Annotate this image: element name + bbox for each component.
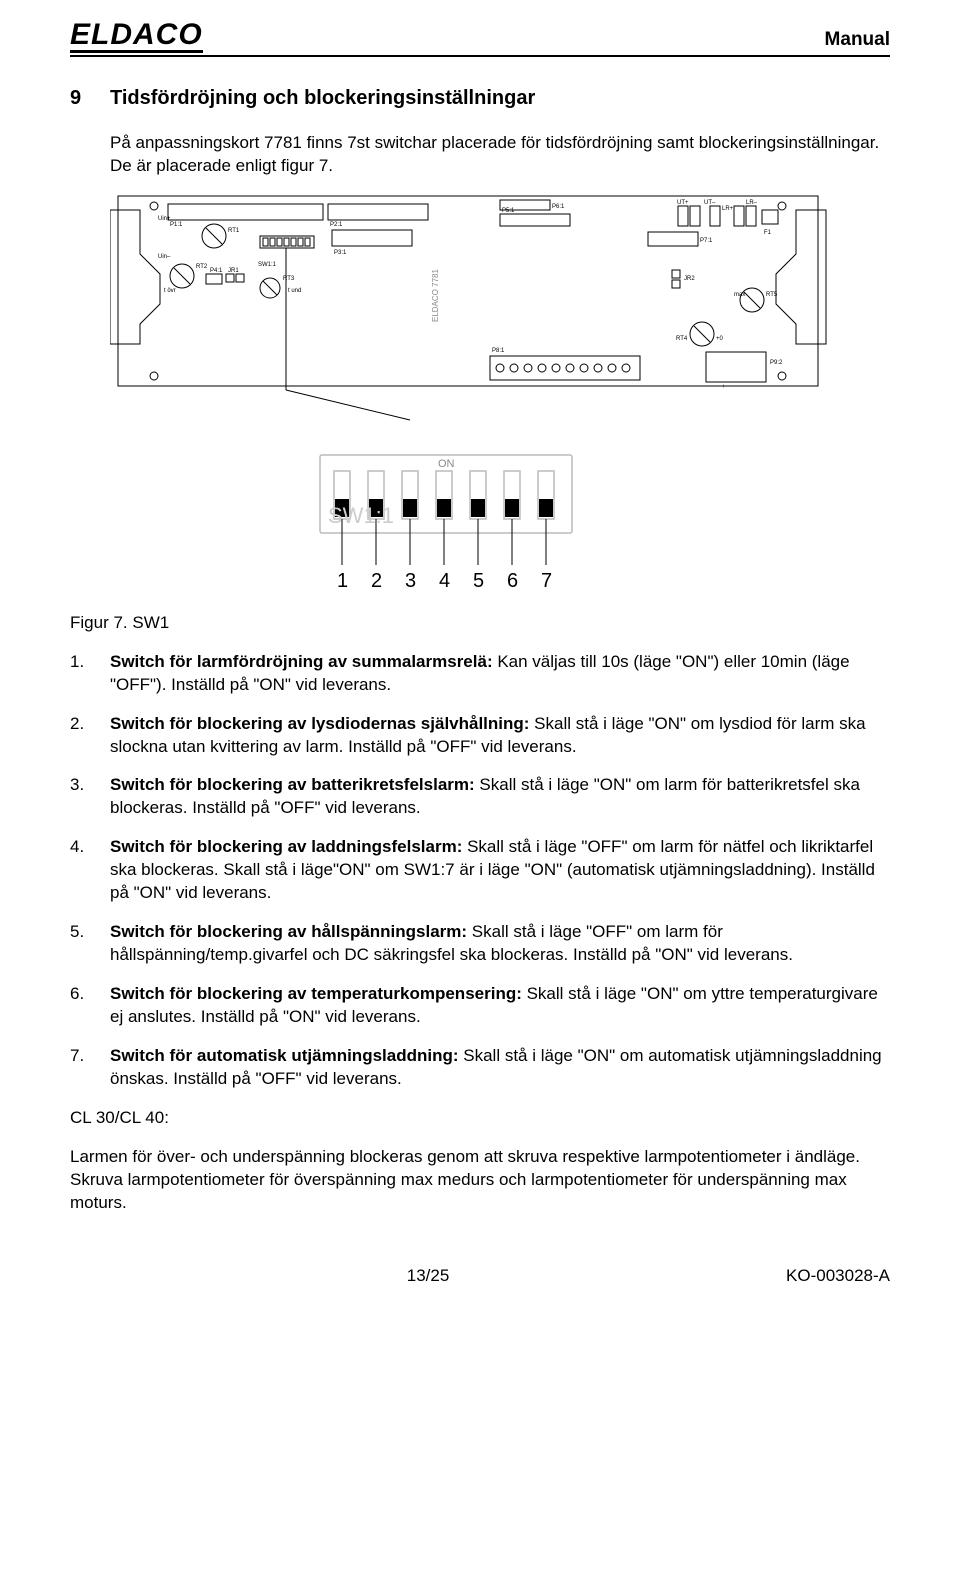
item-body: Switch för blockering av temperaturkompe…: [110, 983, 890, 1029]
item-body: Switch för blockering av laddningsfelsla…: [110, 836, 890, 905]
svg-text:RT4: RT4: [676, 336, 688, 342]
svg-text:LR+: LR+: [722, 206, 734, 212]
page-footer: 13/25 KO-003028-A: [70, 1265, 890, 1288]
svg-text:6: 6: [507, 570, 518, 592]
switch-item: 2.Switch för blockering av lysdiodernas …: [70, 713, 890, 759]
item-body: Switch för larmfördröjning av summalarms…: [110, 651, 890, 697]
svg-text:P8:1: P8:1: [492, 348, 505, 354]
svg-text:t övr: t övr: [164, 288, 176, 294]
item-bold: Switch för blockering av lysdiodernas sj…: [110, 714, 529, 733]
svg-text:RT5: RT5: [766, 292, 778, 298]
item-number: 6.: [70, 983, 110, 1029]
svg-text:7: 7: [541, 570, 552, 592]
svg-text:+0: +0: [716, 336, 724, 342]
dip-switch-diagram: .b { fill:none; stroke:#000; stroke-widt…: [290, 447, 890, 604]
svg-text:SW1:1: SW1:1: [258, 262, 277, 268]
page-number: 13/25: [407, 1265, 450, 1288]
svg-text:+: +: [722, 384, 726, 390]
svg-text:P6:1: P6:1: [552, 204, 565, 210]
svg-text:t und: t und: [288, 288, 301, 294]
svg-text:UT+: UT+: [677, 200, 689, 206]
intro-paragraph: På anpassningskort 7781 finns 7st switch…: [110, 132, 890, 178]
svg-text:1: 1: [337, 570, 348, 592]
svg-text:max: max: [734, 292, 745, 298]
item-bold: Switch för blockering av temperaturkompe…: [110, 984, 522, 1003]
svg-text:Uin–: Uin–: [158, 254, 171, 260]
svg-text:P9:2: P9:2: [770, 360, 783, 366]
item-body: Switch för automatisk utjämningsladdning…: [110, 1045, 890, 1091]
svg-text:F1: F1: [764, 230, 772, 236]
item-bold: Switch för automatisk utjämningsladdning…: [110, 1046, 459, 1065]
svg-text:P5:1: P5:1: [502, 208, 515, 214]
item-bold: Switch för blockering av laddningsfelsla…: [110, 837, 462, 856]
item-number: 7.: [70, 1045, 110, 1091]
doc-type-label: Manual: [825, 27, 890, 53]
switch-item: 5.Switch för blockering av hållspännings…: [70, 921, 890, 967]
switch-item: 1.Switch för larmfördröjning av summalar…: [70, 651, 890, 697]
item-number: 2.: [70, 713, 110, 759]
section-title: Tidsfördröjning och blockeringsinställni…: [110, 85, 535, 112]
svg-text:UT–: UT–: [704, 200, 716, 206]
item-body: Switch för blockering av lysdiodernas sj…: [110, 713, 890, 759]
svg-text:P3:1: P3:1: [334, 250, 347, 256]
item-number: 1.: [70, 651, 110, 697]
svg-text:ON: ON: [438, 458, 455, 470]
svg-text:–: –: [750, 384, 754, 390]
item-body: Switch för blockering av batterikretsfel…: [110, 774, 890, 820]
svg-text:2: 2: [371, 570, 382, 592]
svg-text:LR–: LR–: [746, 200, 758, 206]
svg-text:P4:1: P4:1: [210, 268, 223, 274]
switch-item: 3.Switch för blockering av batterikretsf…: [70, 774, 890, 820]
item-bold: Switch för blockering av hållspänningsla…: [110, 922, 467, 941]
svg-text:P7:1: P7:1: [700, 238, 713, 244]
switch-item: 4.Switch för blockering av laddningsfels…: [70, 836, 890, 905]
item-bold: Switch för larmfördröjning av summalarms…: [110, 652, 493, 671]
item-bold: Switch för blockering av batterikretsfel…: [110, 775, 475, 794]
figure-caption: Figur 7. SW1: [70, 612, 890, 635]
switch-item: 6.Switch för blockering av temperaturkom…: [70, 983, 890, 1029]
svg-text:P1:1: P1:1: [170, 222, 183, 228]
svg-text:P2:1: P2:1: [330, 222, 343, 228]
item-body: Switch för blockering av hållspänningsla…: [110, 921, 890, 967]
cl-body: Larmen för över- och underspänning block…: [70, 1146, 890, 1215]
svg-text:RT3: RT3: [283, 276, 295, 282]
svg-text:RT1: RT1: [228, 228, 240, 234]
switch-description-list: 1.Switch för larmfördröjning av summalar…: [70, 651, 890, 1091]
svg-text:5: 5: [473, 570, 484, 592]
item-number: 4.: [70, 836, 110, 905]
section-number: 9: [70, 85, 110, 112]
cl-heading: CL 30/CL 40:: [70, 1107, 890, 1130]
svg-text:JR2: JR2: [684, 276, 695, 282]
section-heading: 9 Tidsfördröjning och blockeringsinställ…: [70, 85, 890, 112]
doc-number: KO-003028-A: [786, 1265, 890, 1288]
item-number: 5.: [70, 921, 110, 967]
svg-text:RT2: RT2: [196, 264, 208, 270]
item-number: 3.: [70, 774, 110, 820]
logo: ELDACO: [70, 20, 203, 53]
page-header: ELDACO Manual: [70, 20, 890, 57]
svg-text:JR1: JR1: [228, 268, 239, 274]
svg-text:SW1:1: SW1:1: [328, 503, 394, 528]
svg-text:3: 3: [405, 570, 416, 592]
circuit-board-diagram: .b { fill:none; stroke:#000; stroke-widt…: [110, 192, 890, 429]
svg-text:4: 4: [439, 570, 450, 592]
svg-text:ELDACO 7781: ELDACO 7781: [431, 268, 440, 321]
switch-item: 7.Switch för automatisk utjämningsladdni…: [70, 1045, 890, 1091]
svg-text:Uin+: Uin+: [158, 216, 171, 222]
